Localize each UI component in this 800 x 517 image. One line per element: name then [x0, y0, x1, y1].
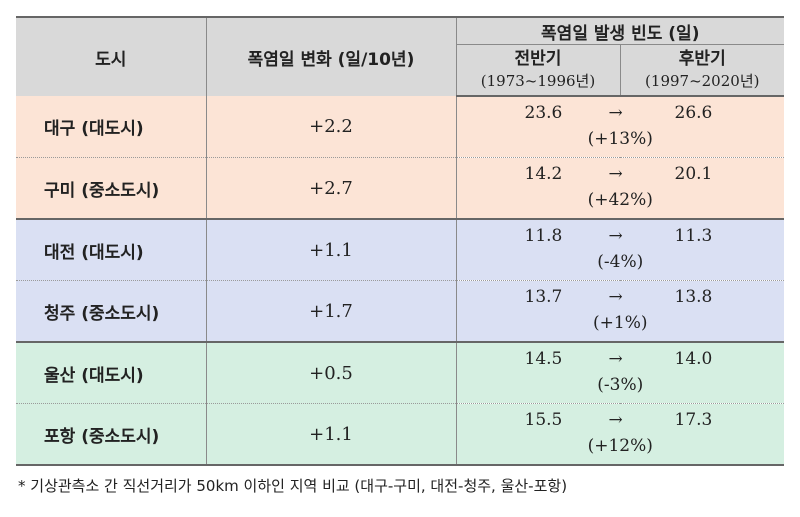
footnote: * 기상관측소 간 직선거리가 50km 이하인 지역 비교 (대구-구미, 대… [18, 477, 568, 495]
before-value: 15.5 [524, 410, 563, 430]
arrow-icon: → [608, 410, 623, 430]
table-row: 청주 (중소도시) +1.7 13.7 → 13.8 (+1%) [16, 280, 785, 343]
city-cell: 청주 (중소도시) [16, 280, 207, 343]
first-half-label: 전반기 [514, 49, 562, 69]
change-cell: +1.7 [206, 280, 457, 343]
frequency-cell: 15.5 → 17.3 (+12%) [456, 403, 785, 466]
header-change: 폭염일 변화 (일/10년) [206, 16, 457, 96]
after-value: 14.0 [674, 349, 713, 369]
city-cell: 대구 (대도시) [16, 96, 207, 158]
header-city: 도시 [16, 16, 207, 96]
heatwave-table: 도시 폭염일 변화 (일/10년) 폭염일 발생 빈도 (일) 전반기 (197… [16, 16, 785, 466]
second-half-label: 후반기 [678, 49, 726, 69]
before-value: 23.6 [524, 103, 563, 123]
frequency-cell: 14.2 → 20.1 (+42%) [456, 157, 785, 220]
frequency-cell: 14.5 → 14.0 (-3%) [456, 342, 785, 404]
arrow-icon: → [608, 287, 623, 307]
after-value: 20.1 [674, 164, 713, 184]
after-value: 11.3 [674, 226, 713, 246]
percent-change: (+13%) [587, 129, 653, 149]
percent-change: (+12%) [587, 436, 653, 456]
percent-change: (-4%) [597, 252, 644, 272]
change-cell: +1.1 [206, 403, 457, 466]
table-row: 울산 (대도시) +0.5 14.5 → 14.0 (-3%) [16, 342, 785, 404]
frequency-cell: 11.8 → 11.3 (-4%) [456, 219, 785, 281]
before-value: 11.8 [524, 226, 563, 246]
table-row: 대전 (대도시) +1.1 11.8 → 11.3 (-4%) [16, 219, 785, 281]
before-value: 14.2 [524, 164, 563, 184]
header-first-half: 전반기 (1973~1996년) [456, 44, 621, 97]
change-cell: +2.7 [206, 157, 457, 220]
after-value: 17.3 [674, 410, 713, 430]
frequency-cell: 23.6 → 26.6 (+13%) [456, 96, 785, 158]
header-frequency: 폭염일 발생 빈도 (일) [456, 16, 785, 45]
first-half-range: (1973~1996년) [480, 72, 596, 90]
change-cell: +2.2 [206, 96, 457, 158]
percent-change: (-3%) [597, 375, 644, 395]
percent-change: (+42%) [587, 190, 653, 210]
after-value: 26.6 [674, 103, 713, 123]
city-cell: 포항 (중소도시) [16, 403, 207, 466]
table-row: 포항 (중소도시) +1.1 15.5 → 17.3 (+12%) [16, 403, 785, 466]
header-second-half: 후반기 (1997~2020년) [620, 44, 785, 97]
arrow-icon: → [608, 164, 623, 184]
arrow-icon: → [608, 349, 623, 369]
before-value: 14.5 [524, 349, 563, 369]
table-row: 대구 (대도시) +2.2 23.6 → 26.6 (+13%) [16, 96, 785, 158]
city-cell: 대전 (대도시) [16, 219, 207, 281]
percent-change: (+1%) [593, 313, 648, 333]
arrow-icon: → [608, 226, 623, 246]
city-cell: 구미 (중소도시) [16, 157, 207, 220]
change-cell: +0.5 [206, 342, 457, 404]
after-value: 13.8 [674, 287, 713, 307]
table-row: 구미 (중소도시) +2.7 14.2 → 20.1 (+42%) [16, 157, 785, 220]
frequency-cell: 13.7 → 13.8 (+1%) [456, 280, 785, 343]
second-half-range: (1997~2020년) [645, 72, 760, 90]
change-cell: +1.1 [206, 219, 457, 281]
city-cell: 울산 (대도시) [16, 342, 207, 404]
before-value: 13.7 [524, 287, 563, 307]
arrow-icon: → [608, 103, 623, 123]
